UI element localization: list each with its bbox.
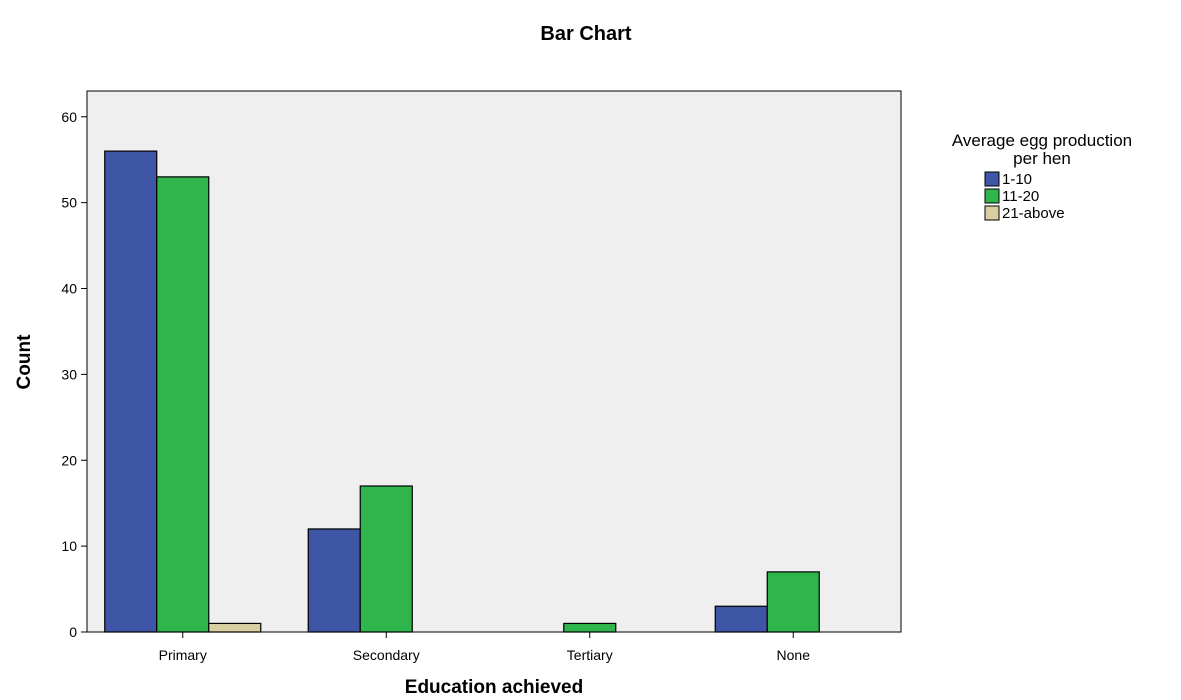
bar-1-10-Secondary — [307, 528, 361, 633]
y-axis: 0 10 20 30 40 50 60 — [61, 109, 87, 640]
chart-title: Bar Chart — [540, 23, 631, 45]
x-tick-label: Primary — [159, 647, 207, 663]
plot-area — [86, 90, 902, 633]
x-tick-label: Secondary — [353, 647, 420, 663]
legend-label: 1-10 — [1002, 171, 1032, 188]
legend: Average egg production per hen 1-1011-20… — [952, 131, 1132, 222]
legend-title-line-1: Average egg production — [952, 131, 1132, 150]
x-axis: Primary Secondary Tertiary None — [159, 632, 811, 663]
legend-title-line-2: per hen — [1013, 149, 1071, 168]
legend-swatch — [984, 205, 1000, 221]
bar-11-20-Tertiary — [563, 622, 617, 633]
y-tick-label: 40 — [61, 281, 77, 297]
y-tick-label: 20 — [61, 452, 77, 468]
bar-11-20-None — [766, 571, 820, 633]
bar-11-20-Primary — [156, 176, 210, 633]
y-tick-label: 0 — [69, 624, 77, 640]
y-tick-label: 50 — [61, 195, 77, 211]
legend-label: 11-20 — [1002, 188, 1039, 205]
y-tick-label: 30 — [61, 366, 77, 382]
legend-swatch — [984, 188, 1000, 204]
bar-1-10-None — [714, 605, 768, 633]
legend-label: 21-above — [1002, 205, 1065, 222]
bars — [104, 150, 820, 633]
y-axis-title: Count — [14, 334, 35, 390]
x-tick-label: Tertiary — [567, 647, 613, 663]
bar-1-10-Primary — [104, 150, 158, 633]
bar-21-above-Primary — [208, 622, 262, 633]
legend-swatch — [984, 171, 1000, 187]
y-tick-label: 10 — [61, 538, 77, 554]
x-axis-title: Education achieved — [405, 677, 583, 698]
y-tick-label: 60 — [61, 109, 77, 125]
bar-11-20-Secondary — [359, 485, 413, 633]
x-tick-label: None — [777, 647, 811, 663]
